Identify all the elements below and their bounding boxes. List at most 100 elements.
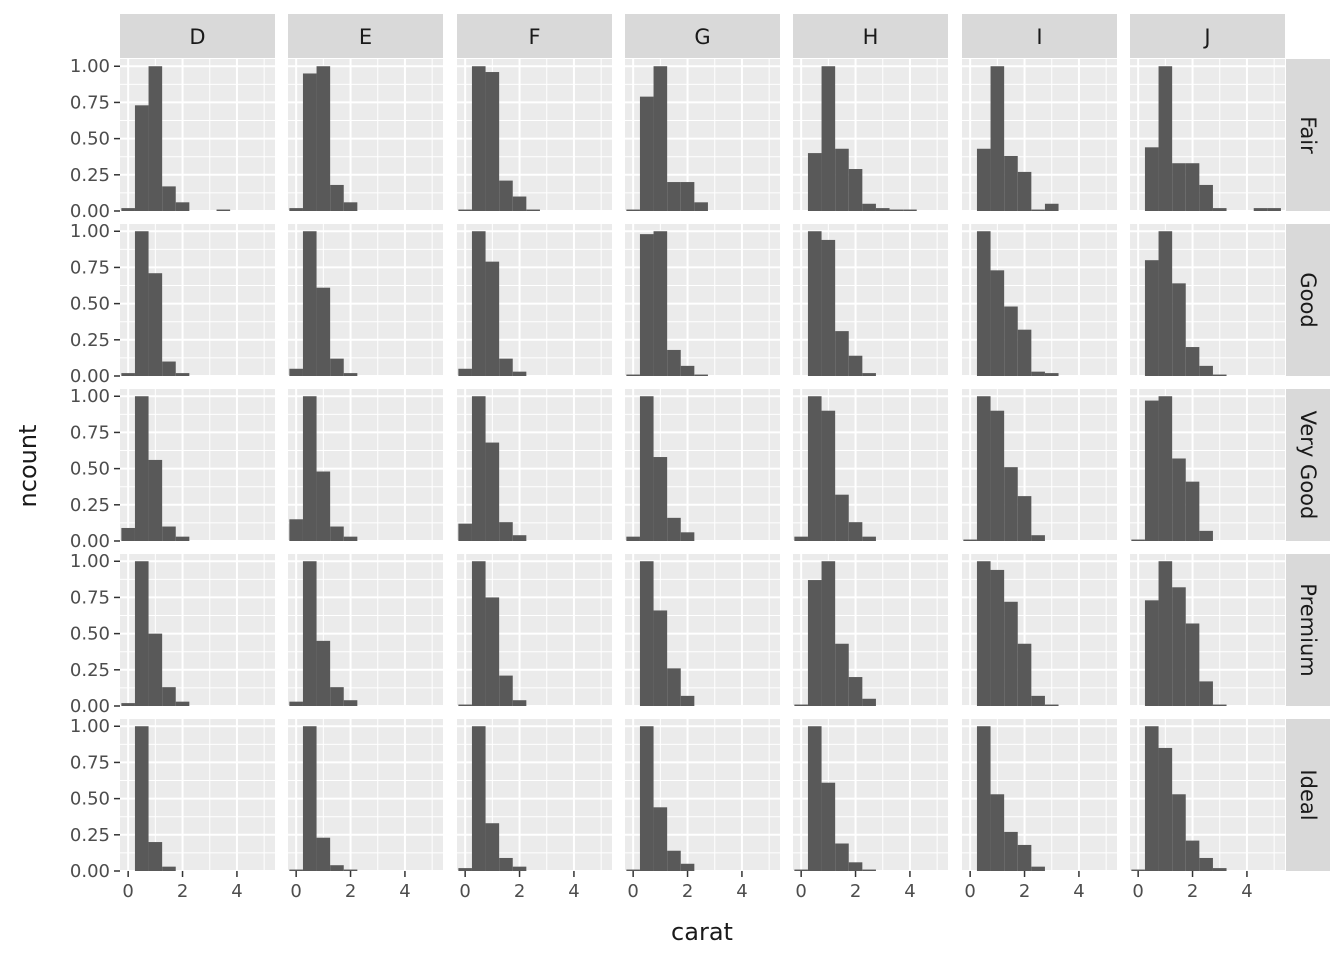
histogram-bar [862, 203, 876, 211]
histogram-bar [1199, 530, 1213, 541]
histogram-bar [316, 287, 331, 376]
histogram-bar [162, 866, 176, 871]
x-tick-label: 4 [1241, 881, 1252, 902]
histogram-bar [848, 522, 863, 541]
histogram-bar [1004, 155, 1018, 211]
histogram-bar [1144, 400, 1159, 541]
row-strip-label: Premium [1296, 583, 1320, 676]
facet-panel [962, 59, 1117, 212]
row-strip-label: Good [1296, 272, 1320, 327]
x-tick-label: 4 [736, 881, 747, 902]
histogram-bar [485, 442, 500, 541]
histogram-bar [289, 208, 303, 211]
histogram-bar [121, 703, 135, 706]
histogram-bar [1144, 260, 1159, 376]
facet-panel [962, 554, 1117, 707]
histogram-bar [1131, 539, 1145, 541]
histogram-bar [639, 234, 654, 376]
histogram-bar [121, 208, 135, 211]
facet-panel [793, 59, 948, 212]
histogram-bar [794, 536, 808, 541]
facet-panel [120, 389, 275, 542]
histogram-bar [148, 633, 163, 706]
x-tick-label: 0 [964, 881, 975, 902]
row-strip [1286, 389, 1330, 541]
facet-panel [625, 719, 780, 872]
histogram-bar [653, 231, 668, 376]
row-strip [1286, 719, 1330, 871]
histogram-bar [289, 869, 303, 871]
y-tick-label: 1.00 [70, 56, 110, 77]
histogram-bar [302, 396, 317, 541]
histogram-bar [1144, 147, 1159, 211]
histogram-bar [1017, 643, 1032, 706]
histogram-bar [653, 610, 668, 706]
facet-panel [625, 389, 780, 542]
facet-panel [457, 224, 612, 377]
column-strip-label: D [189, 25, 205, 49]
histogram-bar [526, 209, 540, 211]
facet-panel [1130, 554, 1285, 707]
x-tick-label: 4 [399, 881, 410, 902]
histogram-bar [1185, 347, 1200, 376]
histogram-bar [330, 865, 344, 871]
histogram-bar [289, 519, 303, 541]
histogram-bar [963, 539, 977, 541]
y-tick-label: 1.00 [70, 551, 110, 572]
histogram-bar [148, 459, 163, 541]
histogram-bar [1158, 231, 1173, 376]
histogram-bar [639, 561, 654, 706]
x-tick-label: 0 [290, 881, 301, 902]
facet-panel [793, 389, 948, 542]
histogram-bar [807, 153, 822, 211]
histogram-bar [134, 396, 149, 541]
histogram-bar [512, 700, 527, 706]
histogram-bar [1172, 458, 1186, 541]
histogram-bar [862, 536, 876, 541]
histogram-bar [1017, 844, 1032, 871]
column-strip-label: H [863, 25, 879, 49]
column-strip [288, 14, 443, 58]
facet-panel [625, 224, 780, 377]
histogram-bar [1158, 396, 1173, 541]
histogram-bar [485, 261, 500, 376]
histogram-bar [175, 536, 190, 541]
histogram-bar [862, 698, 876, 706]
histogram-bar [639, 396, 654, 541]
y-tick-label: 0.25 [70, 495, 110, 516]
histogram-bar [653, 807, 668, 871]
histogram-bar [175, 373, 190, 376]
histogram-bar [330, 526, 344, 541]
histogram-bar [499, 180, 513, 211]
histogram-bar [1031, 866, 1045, 871]
histogram-bar [1004, 467, 1018, 541]
column-strip [457, 14, 612, 58]
histogram-bar [162, 186, 176, 211]
histogram-bar [875, 208, 890, 211]
histogram-bar [499, 675, 513, 706]
axes: 0.000.250.500.751.000.000.250.500.751.00… [70, 56, 1253, 902]
histogram-bar [499, 857, 513, 871]
histogram-bar [458, 209, 472, 211]
y-tick-label: 0.00 [70, 366, 110, 387]
histogram-bar [330, 358, 344, 376]
histogram-bar [807, 726, 822, 871]
histogram-bar [848, 355, 863, 376]
histogram-bar [862, 373, 876, 376]
histogram-bar [512, 371, 527, 376]
histogram-bar [976, 148, 991, 211]
histogram-bar [694, 374, 708, 376]
y-tick-label: 0.50 [70, 129, 110, 150]
histogram-bar [639, 726, 654, 871]
x-axis-title: carat [671, 918, 733, 946]
column-strip [625, 14, 780, 58]
histogram-bar [316, 837, 331, 871]
histogram-bar [626, 374, 640, 376]
facet-strips: D E F G H I J Fair Good Very Good Premium Ideal [120, 14, 1330, 871]
x-tick-label: 2 [1187, 881, 1198, 902]
histogram-bar [821, 782, 836, 871]
histogram-bar [667, 850, 681, 871]
facet-panel [288, 719, 443, 872]
histogram-bar [1199, 681, 1213, 706]
histogram-bar [667, 668, 681, 706]
